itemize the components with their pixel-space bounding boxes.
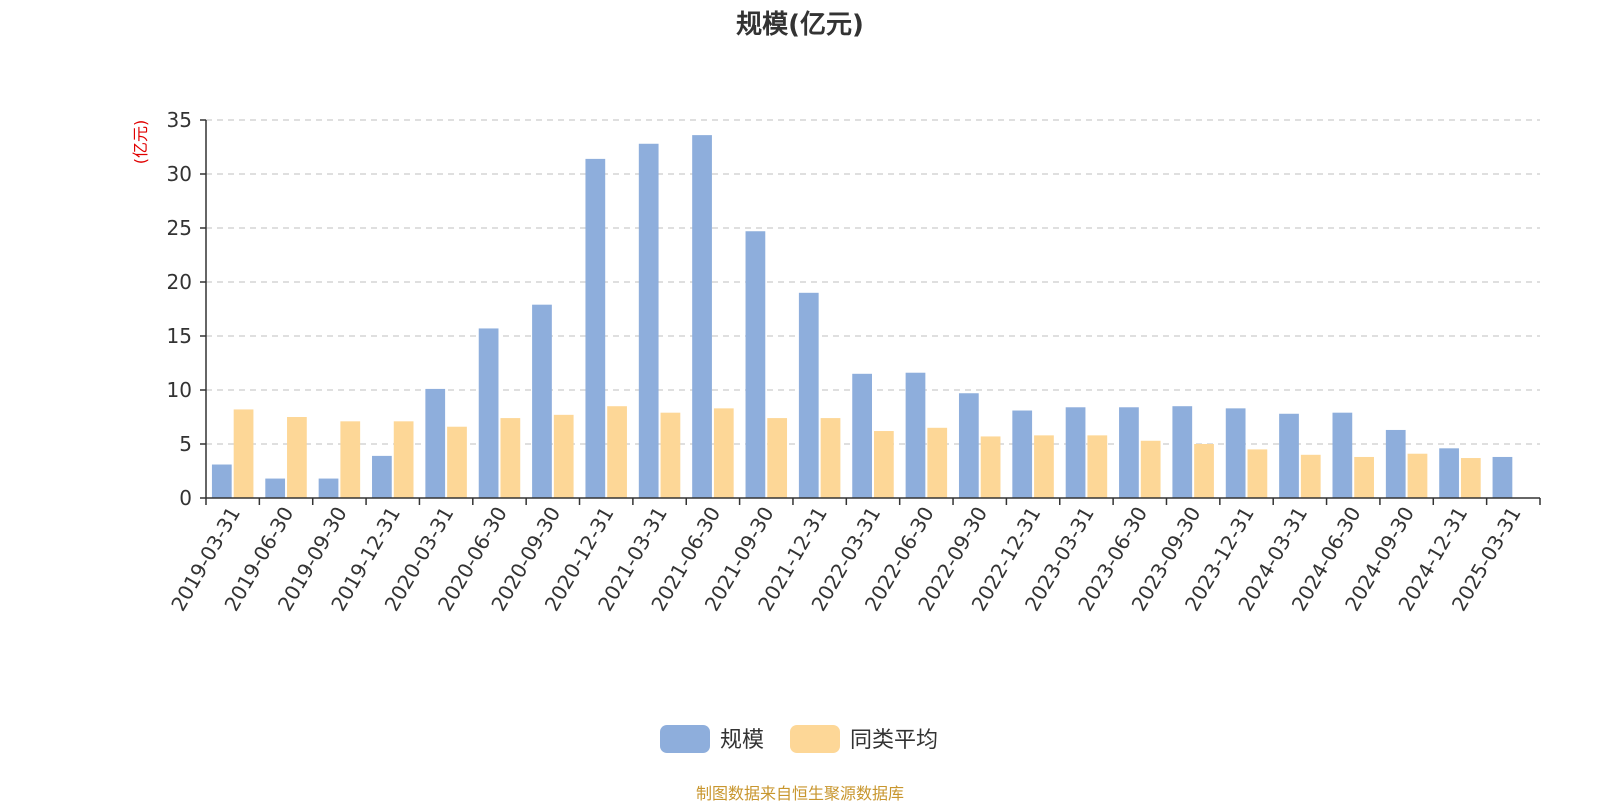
gridlines	[206, 119, 1540, 445]
y-tick-label: 5	[179, 432, 192, 456]
bar-scale	[852, 373, 872, 498]
bar-scale	[1012, 410, 1033, 498]
bar-scale	[905, 372, 926, 498]
bar-scale	[638, 143, 659, 498]
bar-peer-average	[1034, 435, 1054, 498]
bar-peer-average	[1354, 456, 1374, 498]
bar-scale	[478, 328, 499, 498]
bar-scale	[1492, 456, 1513, 498]
bar-peer-average	[1300, 454, 1321, 498]
bar-peer-average	[713, 408, 734, 498]
bar-scale	[265, 478, 286, 498]
legend-swatch-peer-average	[790, 725, 840, 753]
bar-peer-average	[1247, 449, 1268, 498]
chart-title: 规模(亿元)	[736, 10, 864, 40]
axes: 051015202530352019-03-312019-06-302019-0…	[166, 108, 1541, 615]
bar-peer-average	[980, 436, 1001, 498]
y-tick-label: 0	[179, 486, 192, 510]
legend-swatch-scale	[660, 725, 710, 753]
y-axis-label: (亿元)	[131, 120, 150, 165]
bar-scale	[1332, 412, 1353, 498]
bar-peer-average	[607, 406, 627, 498]
bar-peer-average	[767, 418, 788, 498]
bar-scale	[1172, 406, 1193, 498]
bar-peer-average	[1194, 444, 1214, 498]
y-tick-label: 35	[167, 108, 192, 132]
legend-label-peer-average: 同类平均	[850, 728, 938, 753]
bar-scale	[1119, 407, 1139, 498]
bar-scale	[1439, 448, 1459, 498]
y-tick-label: 15	[167, 324, 192, 348]
bar-peer-average	[1407, 453, 1428, 498]
bar-scale	[958, 393, 979, 498]
y-tick-label: 20	[167, 270, 192, 294]
bar-peer-average	[233, 409, 254, 498]
bar-scale	[1279, 413, 1299, 498]
bar-peer-average	[340, 421, 361, 498]
bar-scale	[1225, 408, 1246, 498]
bar-scale	[372, 455, 392, 498]
bar-scale	[692, 135, 712, 498]
bar-peer-average	[1087, 435, 1108, 498]
bar-peer-average	[927, 427, 948, 498]
bar-scale	[211, 464, 232, 498]
bar-peer-average	[393, 421, 414, 498]
bar-scale	[532, 304, 552, 498]
bar-peer-average	[820, 418, 841, 498]
bar-scale	[318, 478, 339, 498]
bar-scale	[745, 231, 766, 499]
bars	[211, 135, 1513, 499]
y-tick-label: 25	[167, 216, 192, 240]
bar-peer-average	[1460, 458, 1481, 498]
y-tick-label: 30	[167, 162, 192, 186]
bar-peer-average	[874, 431, 894, 498]
bar-scale	[1065, 407, 1086, 498]
bar-peer-average	[660, 412, 681, 498]
bar-peer-average	[1140, 440, 1161, 498]
bar-scale	[425, 388, 446, 498]
bar-peer-average	[553, 414, 574, 498]
source-note: 制图数据来自恒生聚源数据库	[695, 784, 904, 803]
legend-label-scale: 规模	[720, 728, 764, 753]
y-tick-label: 10	[167, 378, 192, 402]
bar-peer-average	[287, 417, 307, 498]
bar-scale	[585, 158, 606, 498]
bar-peer-average	[500, 418, 521, 498]
bar-scale	[798, 292, 819, 498]
bar-peer-average	[447, 426, 467, 498]
legend: 规模 同类平均	[660, 725, 938, 753]
bar-scale	[1385, 429, 1406, 498]
